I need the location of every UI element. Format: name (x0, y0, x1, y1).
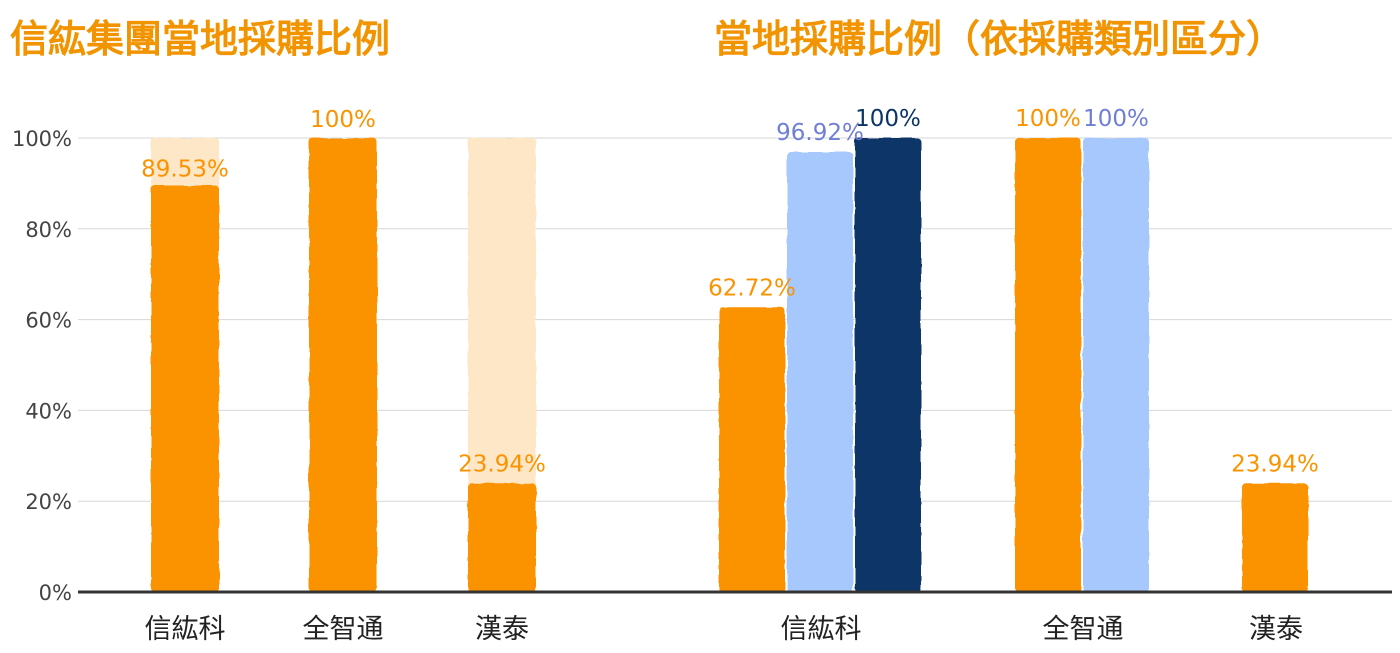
category-label: 信紘科 (145, 614, 226, 645)
data-label: 100% (1015, 106, 1081, 132)
y-tick-label: 20% (25, 490, 72, 514)
bar-background-漢泰 (468, 138, 536, 592)
category-label: 漢泰 (1249, 614, 1303, 645)
left-chart-title: 信紘集團當地採購比例 (10, 17, 391, 61)
data-label: 96.92% (776, 120, 864, 146)
category-label: 信紘科 (781, 614, 862, 645)
category-label: 全智通 (303, 614, 384, 645)
y-tick-label: 80% (25, 218, 72, 242)
y-tick-label: 0% (39, 581, 72, 605)
label-layer: 0% 20% 40% 60% 80% 100% 89.53% 信紘科 100% 全智通 23.94%… (12, 106, 1392, 645)
data-label: 23.94% (458, 451, 546, 477)
category-label: 全智通 (1043, 614, 1124, 645)
data-label: 62.72% (708, 275, 796, 301)
bar-信紘科 (151, 185, 219, 592)
bar-漢泰 (468, 483, 536, 592)
bar-layer (151, 138, 1308, 592)
bar-信紘科-series-2 (855, 138, 921, 592)
bar-全智通 (309, 138, 377, 592)
data-label: 100% (310, 107, 376, 133)
data-label: 23.94% (1231, 451, 1319, 477)
right-chart-title: 當地採購比例（依採購類別區分） (714, 17, 1285, 61)
data-label: 89.53% (141, 157, 229, 183)
bar-信紘科-series-0 (719, 307, 785, 592)
bar-全智通-series-0 (1015, 138, 1081, 592)
y-tick-label: 40% (25, 399, 72, 423)
category-label: 漢泰 (475, 614, 529, 645)
y-tick-label: 100% (12, 127, 72, 151)
data-label: 100% (855, 106, 921, 132)
bar-全智通-series-1 (1083, 138, 1149, 592)
bar-漢泰-series-0 (1242, 483, 1308, 592)
y-tick-label: 60% (25, 309, 72, 333)
bar-信紘科-series-1 (787, 151, 853, 592)
data-label: 100% (1083, 106, 1149, 132)
